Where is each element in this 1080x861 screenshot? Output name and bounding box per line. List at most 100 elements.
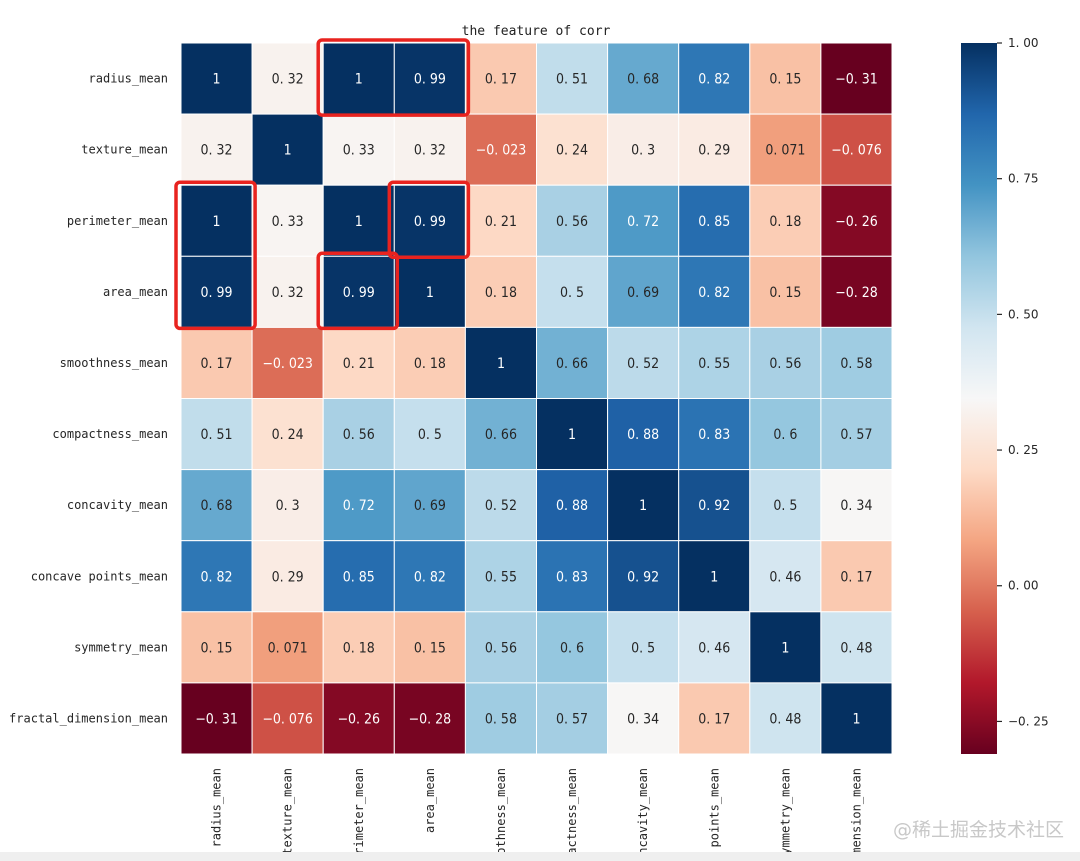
heatmap-cell (251, 611, 324, 684)
heatmap-cell (393, 611, 466, 684)
x-tick-label: area_mean (423, 768, 437, 833)
x-tick-label: concave points_mean (707, 768, 721, 861)
heatmap-cells: 1 0. 32 1 0. 99 0. 17 0. 5 1 0. 68 0. 82 0. 15 −0.… (180, 42, 893, 755)
colorbar-tick-label: 0. 25 (1008, 443, 1039, 457)
cell-annotation: 0. 92 (698, 498, 730, 514)
cell-annotation: 0. 88 (556, 498, 588, 514)
heatmap-cell (322, 184, 395, 257)
heatmap-cell (820, 682, 893, 755)
heatmap-cell (749, 540, 822, 613)
cell-annotation: 0. 29 (698, 143, 730, 159)
heatmap-cell (678, 469, 751, 542)
heatmap-cell (464, 184, 537, 257)
heatmap-cell (393, 398, 466, 471)
heatmap-cell (678, 611, 751, 684)
heatmap-cell (180, 184, 253, 257)
cell-annotation: 0. 15 (769, 285, 801, 301)
y-tick-label: symmetry_mean (74, 640, 168, 654)
cell-annotation: 0. 56 (556, 214, 588, 230)
cell-annotation: 1 (426, 285, 434, 301)
cell-annotation: 0. 17 (485, 72, 517, 88)
heatmap-cell (322, 398, 395, 471)
heatmap-cell (820, 184, 893, 257)
cell-annotation: 0. 29 (272, 569, 304, 585)
cell-annotation: 1 (781, 640, 789, 656)
cell-annotation: 0. 52 (485, 498, 517, 514)
cell-annotation: −0. 023 (476, 143, 527, 159)
heatmap-cell (251, 184, 324, 257)
cell-annotation: 0. 56 (343, 427, 375, 443)
cell-annotation: 0. 72 (627, 214, 659, 230)
cell-annotation: 0. 85 (698, 214, 730, 230)
cell-annotation: 0. 58 (485, 711, 517, 727)
colorbar: 1. 00 0. 75 0. 50 0. 25 0. 00 −0. 25 (961, 36, 1049, 754)
cell-annotation: −0. 31 (195, 711, 238, 727)
cell-annotation: 0. 55 (485, 569, 517, 585)
heatmap-cell (251, 113, 324, 186)
cell-annotation: −0. 076 (262, 711, 313, 727)
cell-annotation: 1 (355, 72, 363, 88)
highlight-box (316, 38, 471, 117)
heatmap-cell (536, 682, 609, 755)
cell-annotation: 1 (710, 569, 718, 585)
highlight-box (387, 180, 471, 260)
cell-annotation: 0. 18 (414, 356, 446, 372)
heatmap-cell (678, 42, 751, 115)
heatmap-cell (536, 42, 609, 115)
cell-annotation: 0. 32 (201, 143, 233, 159)
heatmap-cell (749, 255, 822, 328)
heatmap-cell (180, 398, 253, 471)
cell-annotation: 0. 5 (560, 285, 584, 301)
heatmap-cell (251, 42, 324, 115)
x-tick-label: radius_mean (210, 768, 224, 847)
y-tick-labels: radius_mean texture_mean perimeter_meanare… (9, 72, 168, 726)
cell-annotation: 0. 6 (773, 427, 797, 443)
heatmap-cell (749, 184, 822, 257)
cell-annotation: 0. 18 (485, 285, 517, 301)
chart-title: the feature of corr (462, 24, 611, 39)
cell-annotation: 0. 32 (272, 72, 304, 88)
heatmap-cell (464, 682, 537, 755)
cell-annotation: 0. 21 (343, 356, 375, 372)
y-tick-label: concavity_mean (67, 498, 168, 512)
heatmap-cell (820, 540, 893, 613)
x-tick-label: smoothness_mean (494, 768, 508, 861)
cell-annotation: 0. 3 (276, 498, 300, 514)
y-tick-label: perimeter_mean (67, 214, 168, 228)
cell-annotation: 0. 17 (201, 356, 233, 372)
heatmap-cell (464, 611, 537, 684)
y-tick-label: compactness_mean (52, 427, 168, 441)
cell-annotation: 0. 6 (560, 640, 584, 656)
cell-annotation: 0. 82 (201, 569, 233, 585)
x-tick-label: compactness_mean (565, 768, 579, 861)
cell-annotation: 0. 68 (201, 498, 233, 514)
heatmap-cell (180, 682, 253, 755)
cell-annotation: 0. 3 (631, 143, 655, 159)
x-tick-label: concavity_mean (636, 768, 650, 861)
heatmap-cell (820, 469, 893, 542)
highlight-boxes (174, 38, 471, 331)
heatmap-cell (678, 184, 751, 257)
heatmap-cell (820, 611, 893, 684)
cell-annotation: 0. 99 (201, 285, 233, 301)
heatmap-cell (393, 540, 466, 613)
heatmap-cell (820, 113, 893, 186)
cell-annotation: 0. 33 (272, 214, 304, 230)
cell-annotation: 0. 83 (698, 427, 730, 443)
cell-annotation: 0. 34 (840, 498, 872, 514)
heatmap-cell (536, 540, 609, 613)
cell-annotation: 0. 57 (556, 711, 588, 727)
cell-annotation: 0. 99 (414, 214, 446, 230)
y-tick-label: smoothness_mean (60, 356, 168, 370)
cell-annotation: 1 (639, 498, 647, 514)
cell-annotation: 0. 46 (769, 569, 801, 585)
cell-annotation: 0. 21 (485, 214, 517, 230)
heatmap-cell (464, 398, 537, 471)
heatmap-cell (393, 42, 466, 115)
cell-annotation: 0. 56 (485, 640, 517, 656)
cell-annotation: 0. 18 (769, 214, 801, 230)
heatmap-cell (322, 540, 395, 613)
x-tick-label: texture_mean (281, 768, 295, 855)
x-tick-label: fractal_dimension_mean (849, 768, 863, 861)
colorbar-tick-label: 0. 50 (1008, 307, 1039, 321)
